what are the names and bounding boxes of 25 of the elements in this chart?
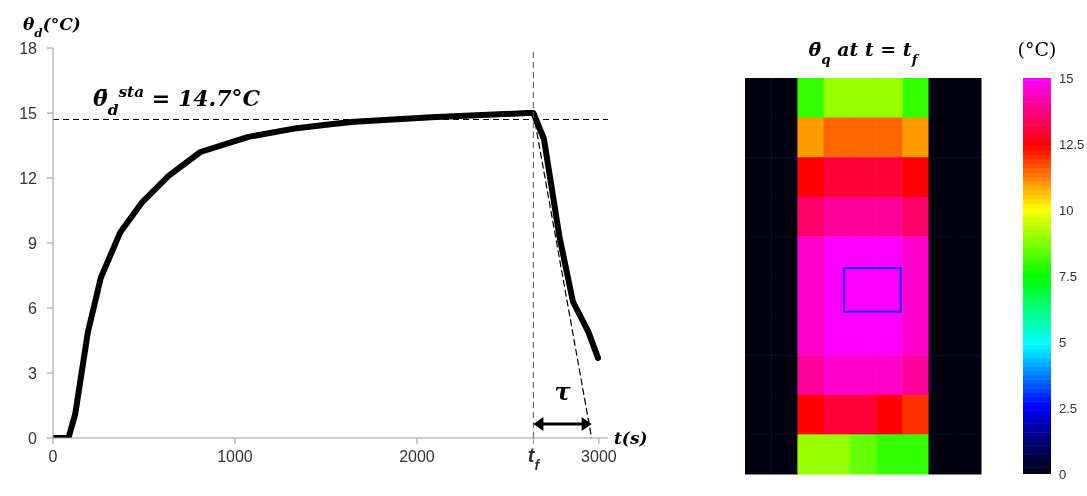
annotation: τ [554,377,572,406]
color-bar-label: 10 [1059,203,1074,218]
color-bar-label: 2.5 [1059,401,1078,416]
y-tick-label: 0 [28,430,38,447]
x-axis-title: t(s) [614,428,648,448]
x-tick-label: t$_{f}$ [527,444,541,473]
x-tick-label: 2000 [399,448,435,465]
chart-title: θ̄$_{q}$ at t = t$_{f}$ [808,38,920,67]
ref-line-label: θ̄$_{d}$$^{sta}$ = 14.7°C [93,82,261,119]
color-bar-label: 7.5 [1059,269,1078,284]
x-tick-label: 1000 [217,448,253,465]
y-tick-label: 9 [28,235,38,252]
y-tick-label: 18 [19,40,38,57]
color-bar-label: 5 [1059,335,1067,350]
x-tick-label: 3000 [581,448,617,465]
color-bar-label: 15 [1059,71,1074,86]
y-tick-label: 6 [28,300,38,317]
y-tick-label: 12 [19,170,38,187]
color-bar-label: 0 [1059,467,1067,482]
y-tick-label: 15 [19,105,38,122]
y-tick-label: 3 [28,365,38,382]
x-tick-label: 0 [48,448,58,465]
color-bar-label: 12.5 [1059,137,1085,152]
y-axis-title: θ$_{d}$(°C) [23,14,81,40]
color-bar-title: (°C) [1017,38,1057,60]
